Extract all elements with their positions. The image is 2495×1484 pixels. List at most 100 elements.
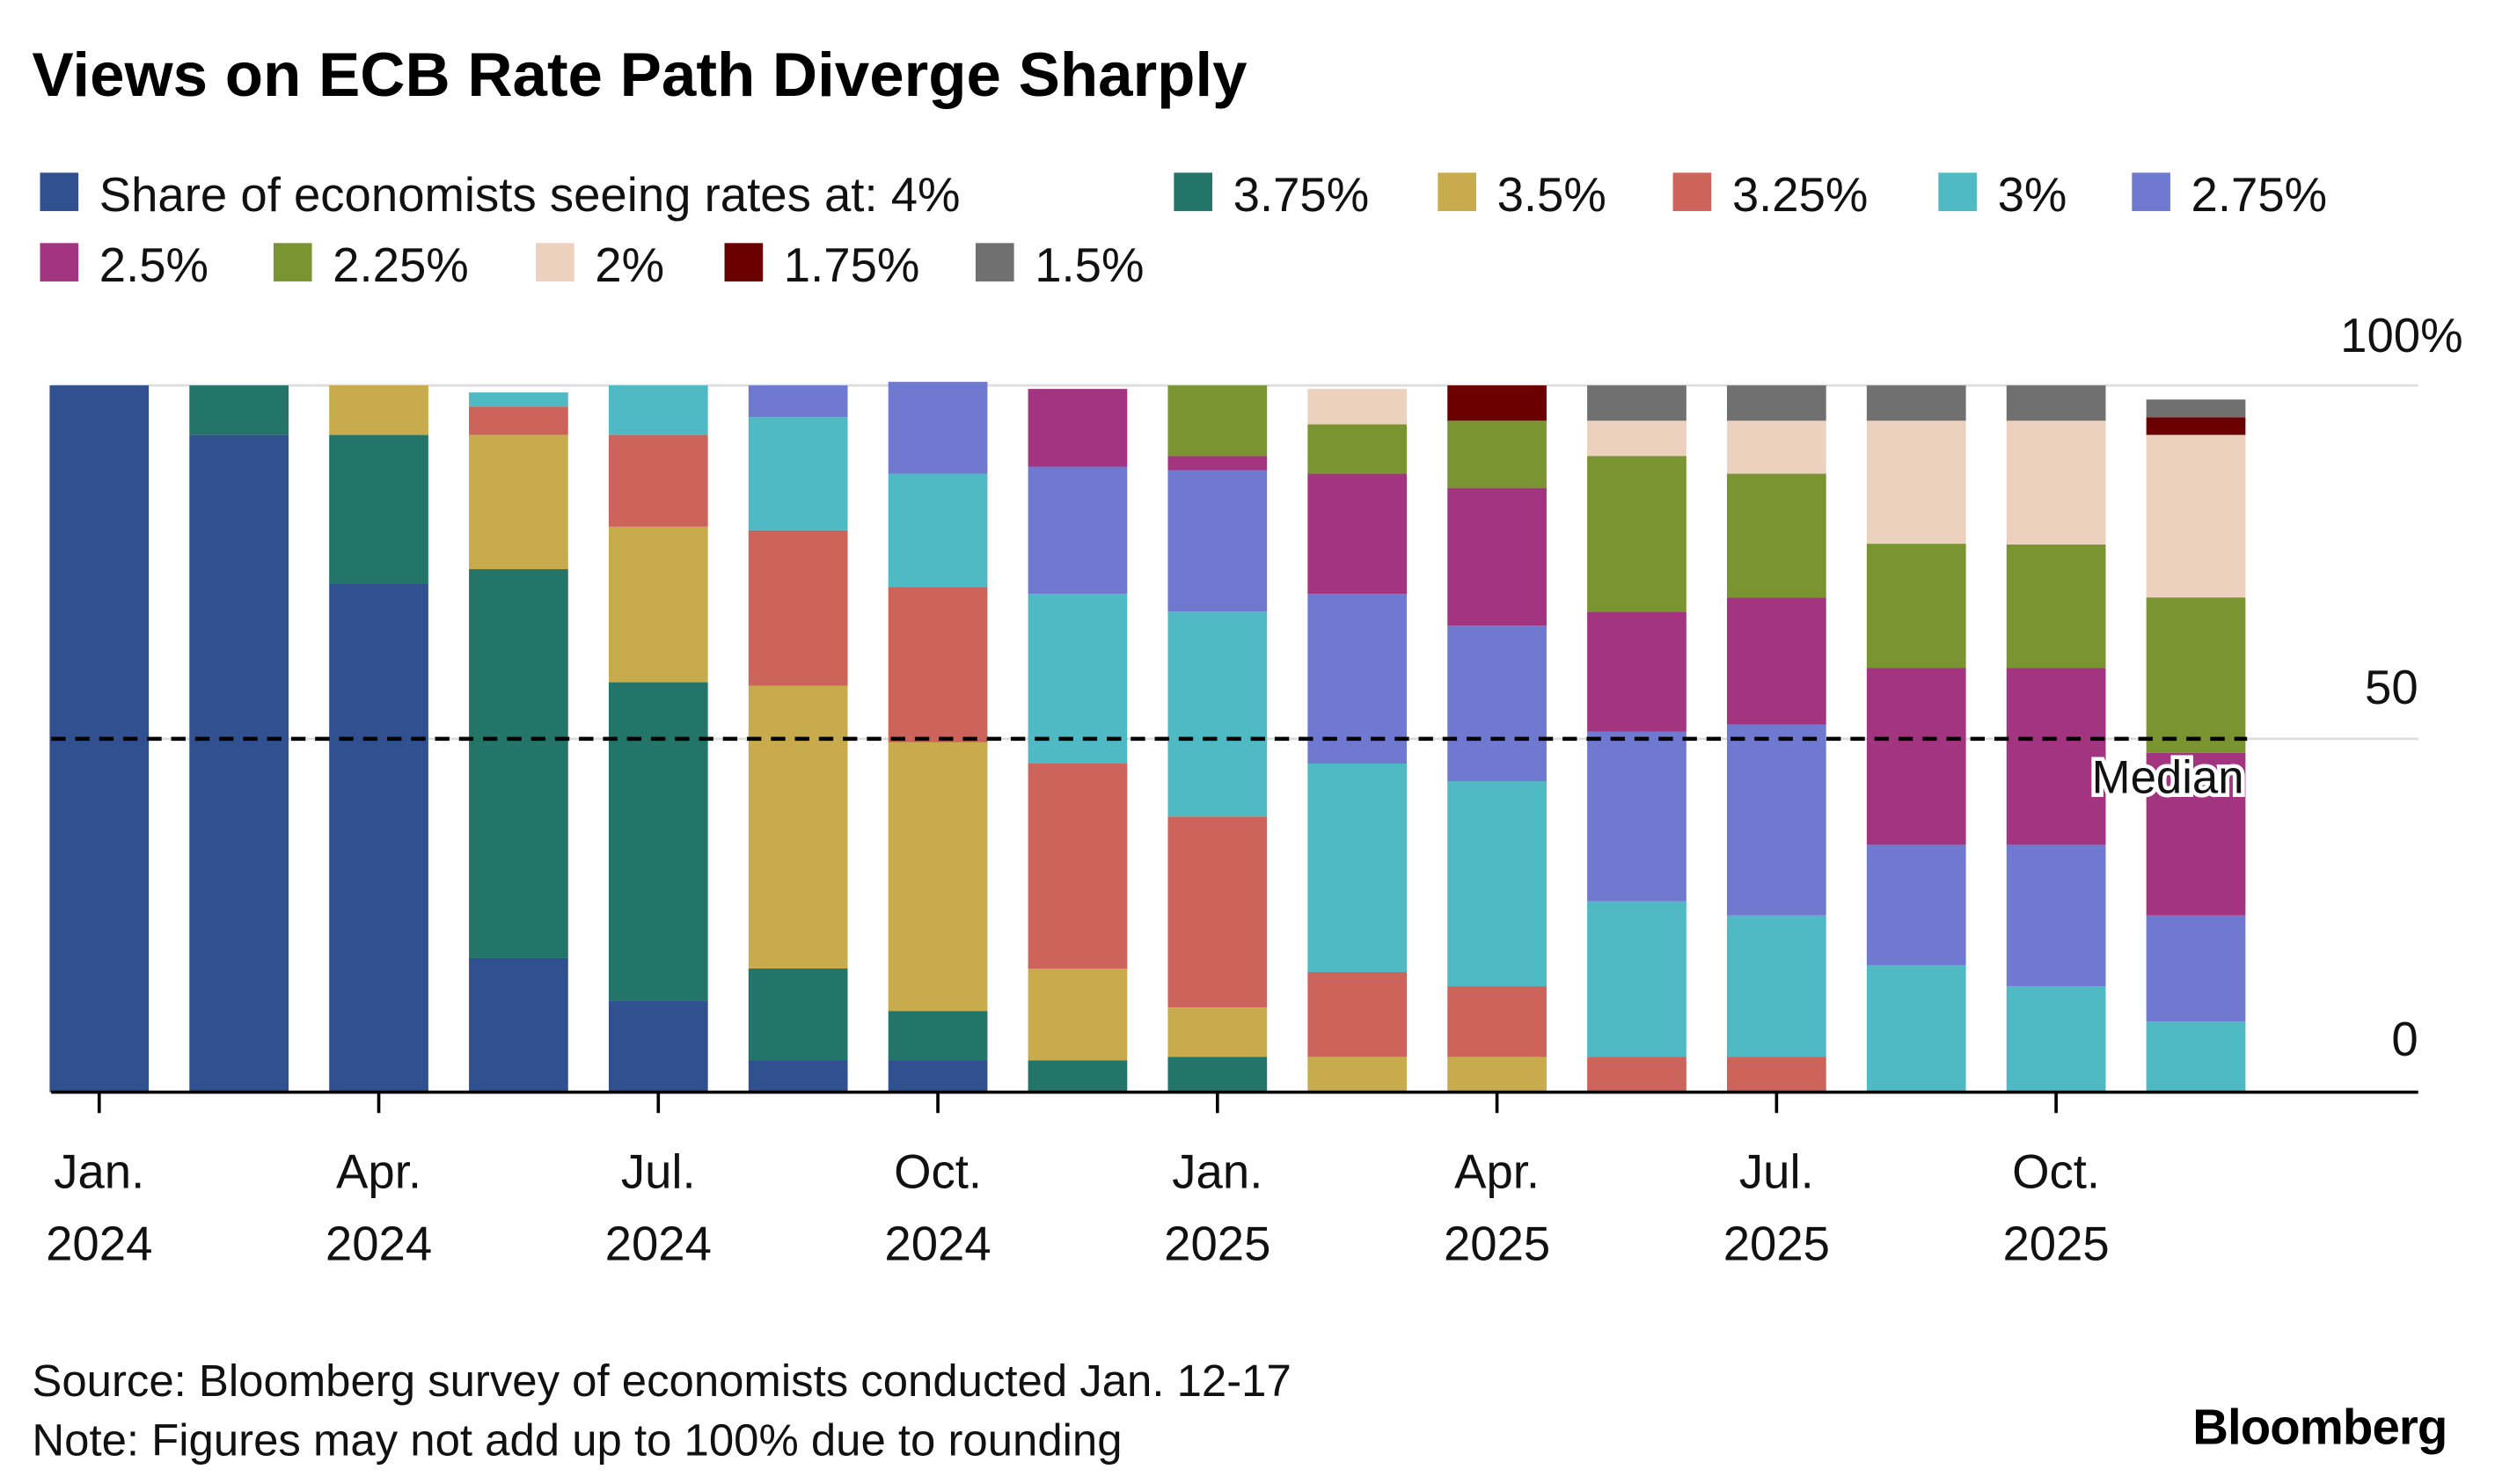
legend-item-3pct: 3%: [1938, 168, 2067, 222]
bar-segment-2.25%: [1587, 456, 1687, 612]
bar-segment-2%: [2146, 435, 2246, 598]
y-tick-0: 0: [2391, 1012, 2418, 1066]
bar-segment-3%: [469, 392, 568, 407]
x-tick-month: Apr.: [1454, 1145, 1540, 1199]
legend-label: 2.5%: [99, 238, 209, 292]
x-tick-month: Jul.: [621, 1145, 696, 1199]
bar-segment-2.75%: [2006, 844, 2106, 987]
legend-item-2-5pct: 2.5%: [40, 238, 209, 292]
bar-segment-2%: [2006, 420, 2106, 545]
bar-segment-3.25%: [748, 530, 848, 686]
legend-swatch: [1174, 172, 1213, 211]
bar-segment-2.5%: [1167, 456, 1268, 471]
bar-segment-2.5%: [2146, 752, 2246, 916]
bar-segment-4%: [608, 1000, 708, 1093]
legend-label: 2.25%: [333, 238, 469, 292]
bar-segment-3%: [1587, 901, 1687, 1057]
legend-item-2-25pct: 2.25%: [273, 238, 469, 292]
bar-segment-2%: [1587, 420, 1687, 457]
bar-segment-4%: [329, 583, 428, 1093]
bar-segment-2.5%: [1028, 389, 1128, 467]
bar-segment-2.75%: [1587, 731, 1687, 902]
legend-swatch: [2132, 172, 2170, 211]
bar-segment-3%: [748, 417, 848, 530]
bar-segment-3%: [1727, 915, 1826, 1057]
bar-segment-2.5%: [2006, 668, 2106, 845]
bar-segment-3.5%: [1028, 969, 1128, 1061]
legend-label: 2%: [595, 238, 664, 292]
legend-item-3-75pct: 3.75%: [1174, 168, 1369, 222]
median-label: Median: [2092, 752, 2244, 804]
bar-stack-8: [1167, 385, 1268, 1093]
x-tick-year: 2025: [1444, 1217, 1550, 1270]
bar-stack-13: [1866, 385, 1966, 1093]
bar-segment-3.5%: [1167, 1007, 1268, 1057]
x-tick-year: 2025: [1723, 1217, 1830, 1270]
x-tick-year: 2025: [2002, 1217, 2109, 1270]
bar-segment-3%: [888, 473, 988, 588]
bar-segment-3.25%: [1028, 763, 1128, 969]
bar-segment-3.25%: [469, 406, 568, 435]
bar-segment-2.5%: [1866, 668, 1966, 845]
x-tick-month: Jan.: [54, 1145, 144, 1199]
x-tick-year: 2024: [605, 1217, 712, 1270]
bar-segment-3.25%: [1587, 1056, 1687, 1093]
bar-segment-3.75%: [1028, 1060, 1128, 1093]
bar-segment-3.5%: [888, 742, 988, 1012]
legend-swatch: [1438, 172, 1476, 211]
bar-segment-1.5%: [1587, 385, 1687, 421]
bar-segment-2.5%: [1727, 597, 1826, 725]
bar-segment-3%: [1028, 594, 1128, 764]
bar-segment-3.25%: [888, 587, 988, 742]
legend-label: Share of economists seeing rates at: 4%: [99, 168, 961, 222]
bar-segment-4%: [888, 1060, 988, 1093]
bar-segment-1.75%: [2146, 417, 2246, 435]
bar-segment-3.25%: [1167, 816, 1268, 1008]
bar-segment-3.75%: [189, 385, 289, 435]
bar-segment-2.75%: [748, 385, 848, 418]
chart-title: Views on ECB Rate Path Diverge Sharply: [32, 40, 1248, 110]
bar-stack-1: [189, 385, 289, 1093]
bar-segment-1.5%: [2146, 399, 2246, 418]
legend-swatch: [536, 243, 574, 281]
bar-segment-2%: [1727, 420, 1826, 474]
bar-segment-2.75%: [1447, 625, 1547, 782]
bar-segment-3.75%: [608, 682, 708, 1001]
legend-item-3-5pct: 3.5%: [1438, 168, 1606, 222]
bar-segment-2.25%: [1727, 473, 1826, 598]
legend-label: 1.75%: [784, 238, 920, 292]
legend-item-1-5pct: 1.5%: [975, 238, 1144, 292]
bar-stack-2: [329, 385, 428, 1093]
bar-segment-2.5%: [1307, 473, 1408, 595]
legend-label: 3.25%: [1732, 168, 1869, 222]
bar-segment-2.75%: [1866, 844, 1966, 965]
legend-item-4pct: Share of economists seeing rates at: 4%: [40, 168, 961, 222]
legend-label: 3.75%: [1233, 168, 1370, 222]
bar-segment-3.5%: [1447, 1056, 1547, 1093]
bar-segment-1.5%: [1866, 385, 1966, 421]
x-ticks: Jan. 2024 Apr. 2024 Jul. 2024 Oct. 2024 Jan. 2025…: [46, 1092, 2110, 1270]
legend-swatch: [1672, 172, 1712, 211]
legend-swatch: [1938, 172, 1977, 211]
bar-segment-2.75%: [888, 382, 988, 474]
bar-segment-3%: [1307, 763, 1408, 973]
bar-segment-2.75%: [1727, 724, 1826, 916]
bar-segment-3.75%: [329, 435, 428, 584]
bar-stack-14: [2006, 385, 2106, 1093]
legend-label: 3%: [1998, 168, 2067, 222]
bar-stack-3: [469, 392, 568, 1093]
bar-segment-3.75%: [1167, 1056, 1268, 1093]
bar-stack-12: [1727, 385, 1826, 1093]
bar-stack-6: [888, 382, 988, 1093]
source-note: Source: Bloomberg survey of economists c…: [32, 1356, 1291, 1406]
bar-segment-2.25%: [2146, 597, 2246, 753]
bar-segment-3.25%: [608, 435, 708, 527]
bar-segment-1.5%: [1727, 385, 1826, 421]
bar-segment-3.5%: [748, 685, 848, 969]
bar-stack-4: [608, 385, 708, 1093]
bars: [49, 382, 2246, 1093]
bloomberg-logo: Bloomberg: [2192, 1400, 2447, 1455]
legend-item-2-75pct: 2.75%: [2132, 168, 2327, 222]
legend-swatch: [975, 243, 1014, 281]
bar-segment-2.75%: [1028, 466, 1128, 595]
